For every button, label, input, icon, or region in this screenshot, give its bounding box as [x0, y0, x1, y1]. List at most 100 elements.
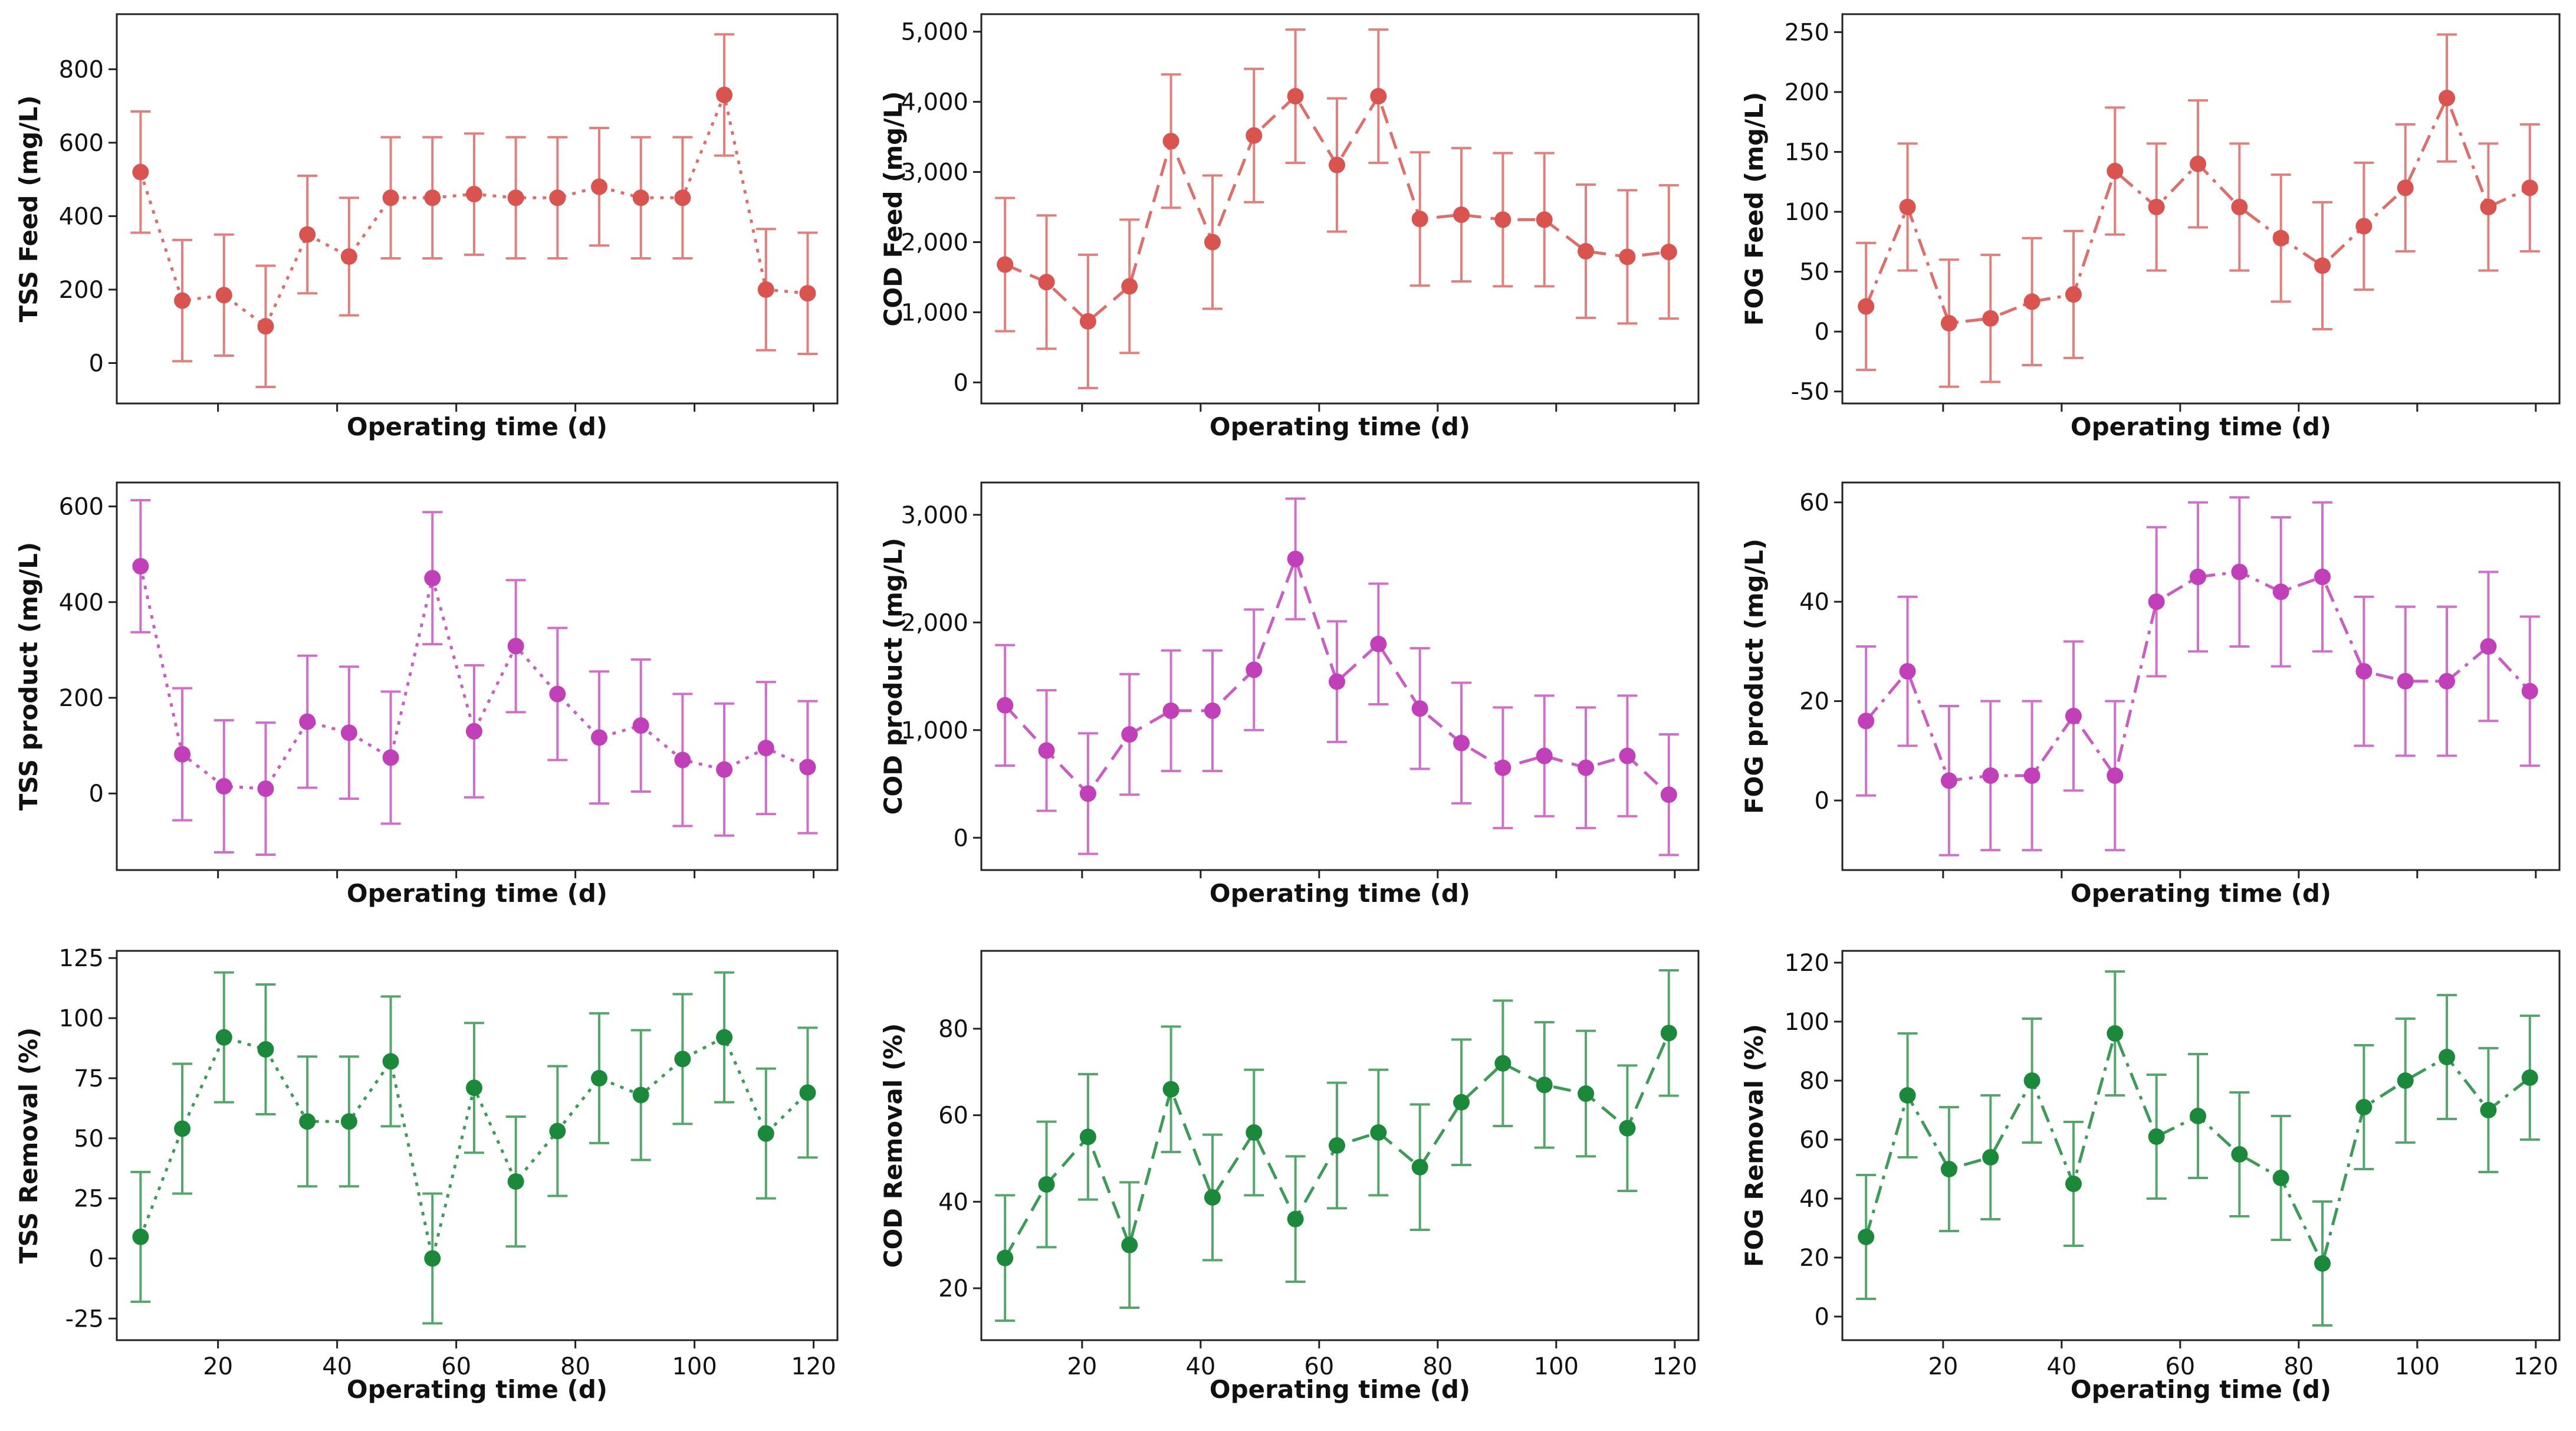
data-point	[1411, 211, 1428, 228]
data-point	[2231, 563, 2248, 580]
data-point	[591, 1069, 608, 1087]
data-point	[716, 1029, 733, 1046]
x-tick-label: 60	[2165, 1353, 2195, 1380]
data-point	[299, 1113, 316, 1130]
y-tick-label: 60	[1799, 490, 1829, 517]
data-point	[1370, 88, 1387, 105]
y-tick-label: 0	[89, 1245, 104, 1272]
data-point	[507, 638, 524, 655]
plot-frame	[980, 950, 1700, 1341]
data-point	[2189, 569, 2206, 586]
data-point	[132, 163, 149, 180]
data-point	[2065, 1176, 2082, 1192]
data-point	[1328, 156, 1345, 173]
x-axis-label: Operating time (d)	[1210, 1375, 1470, 1404]
y-axis-label: FOG product (mg/L)	[1740, 539, 1769, 814]
y-tick-label: 250	[1785, 19, 1829, 46]
data-point	[1038, 274, 1055, 291]
data-point	[1578, 1085, 1595, 1102]
data-point	[997, 1249, 1014, 1266]
y-tick-label: 0	[89, 350, 104, 378]
data-point	[1162, 133, 1179, 150]
y-tick-label: 200	[59, 685, 104, 712]
data-point	[1204, 702, 1221, 719]
x-axis-label: Operating time (d)	[2071, 412, 2331, 441]
data-point	[2355, 663, 2373, 680]
x-tick-label: 20	[1928, 1353, 1958, 1380]
data-point	[132, 1228, 149, 1245]
data-point	[2023, 293, 2041, 310]
data-point	[1287, 1210, 1304, 1227]
plot-frame	[980, 13, 1700, 405]
y-tick-label: 5,000	[901, 19, 968, 46]
data-point	[2480, 638, 2497, 655]
chart-panel-cod-feed: 0 1,000 2,000 3,000 4,000 5,000 Operating time…	[879, 13, 1700, 441]
data-point	[1079, 313, 1096, 330]
data-point	[1660, 786, 1677, 803]
x-axis-label: Operating time (d)	[347, 412, 607, 441]
data-point	[1453, 734, 1470, 751]
data-point	[1453, 206, 1470, 224]
data-point	[215, 778, 232, 795]
data-point	[1536, 747, 1553, 764]
data-point	[1411, 1158, 1428, 1176]
x-tick-label: 120	[791, 1353, 836, 1380]
chart-panel-fog-removal: 0 20 40 60 80 100 120 20 40 60 80 100 120 Operating t…	[1740, 950, 2561, 1404]
data-point	[2107, 1025, 2124, 1042]
y-tick-label: 0	[89, 780, 104, 808]
data-point	[2065, 707, 2082, 724]
data-point	[1370, 1124, 1387, 1141]
data-point	[1246, 1124, 1263, 1141]
data-point	[465, 186, 482, 203]
data-point	[1899, 663, 1916, 680]
x-tick-label: 60	[441, 1353, 471, 1380]
data-point	[1899, 1087, 1916, 1104]
data-point	[674, 751, 691, 769]
data-point	[424, 189, 441, 206]
plot-frame	[980, 481, 1700, 871]
y-axis-label: TSS Removal (%)	[14, 1028, 43, 1264]
x-tick-label: 40	[322, 1353, 352, 1380]
x-axis-label: Operating time (d)	[347, 879, 607, 908]
data-point	[2148, 593, 2165, 611]
data-point	[2065, 286, 2082, 303]
data-point	[2480, 198, 2497, 215]
data-point	[1287, 550, 1304, 567]
y-tick-label: 800	[59, 56, 104, 83]
plot-frame	[1841, 950, 2561, 1341]
data-point	[215, 287, 232, 304]
y-tick-label: 20	[1799, 688, 1829, 716]
data-point	[716, 86, 733, 103]
data-point	[997, 697, 1014, 714]
data-point	[1940, 772, 1957, 789]
data-point	[2107, 163, 2124, 180]
x-tick-label: 20	[1067, 1353, 1097, 1380]
data-point	[1162, 702, 1179, 719]
y-tick-label: 50	[1799, 259, 1829, 286]
y-tick-label: 60	[938, 1102, 968, 1130]
x-tick-label: 40	[1185, 1353, 1215, 1380]
data-point	[215, 1029, 232, 1046]
data-point	[1038, 1176, 1055, 1193]
data-point	[2355, 218, 2373, 235]
data-point	[1079, 785, 1096, 802]
data-point	[1204, 234, 1221, 251]
data-point	[1494, 211, 1512, 228]
data-point	[1982, 1149, 1999, 1166]
x-tick-label: 100	[672, 1353, 717, 1380]
y-tick-label: 60	[1799, 1127, 1829, 1154]
x-tick-label: 100	[1534, 1353, 1579, 1380]
data-point	[591, 729, 608, 746]
plot-frame	[116, 950, 839, 1341]
data-point	[1536, 1076, 1553, 1094]
data-point	[2521, 179, 2538, 196]
data-point	[1411, 700, 1428, 717]
y-tick-label: 80	[1799, 1068, 1829, 1095]
plot-frame	[116, 13, 839, 405]
data-point	[424, 1250, 441, 1267]
data-point	[1619, 248, 1636, 265]
x-tick-label: 20	[203, 1353, 233, 1380]
y-tick-label: 0	[1815, 1304, 1829, 1331]
y-tick-label: 20	[1799, 1245, 1829, 1272]
